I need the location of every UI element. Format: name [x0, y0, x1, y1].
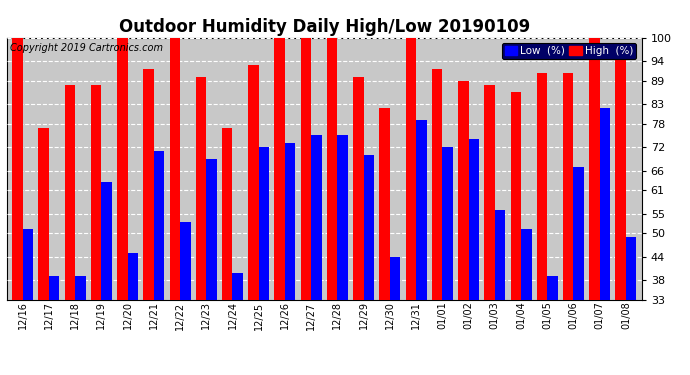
Bar: [117, 38, 128, 300]
Bar: [128, 253, 138, 300]
Bar: [327, 38, 337, 300]
Bar: [311, 135, 322, 300]
Bar: [337, 135, 348, 300]
Bar: [101, 183, 112, 300]
Bar: [380, 108, 390, 300]
Bar: [65, 84, 75, 300]
Bar: [170, 38, 180, 300]
Bar: [416, 120, 426, 300]
Bar: [364, 155, 374, 300]
Bar: [196, 76, 206, 300]
Bar: [222, 128, 233, 300]
Bar: [537, 73, 547, 300]
Bar: [432, 69, 442, 300]
Bar: [301, 38, 311, 300]
Title: Outdoor Humidity Daily High/Low 20190109: Outdoor Humidity Daily High/Low 20190109: [119, 18, 530, 36]
Bar: [285, 143, 295, 300]
Bar: [442, 147, 453, 300]
Bar: [275, 38, 285, 300]
Bar: [563, 73, 573, 300]
Bar: [49, 276, 59, 300]
Bar: [521, 230, 531, 300]
Bar: [573, 167, 584, 300]
Bar: [615, 53, 626, 300]
Bar: [91, 84, 101, 300]
Bar: [248, 65, 259, 300]
Bar: [469, 140, 479, 300]
Bar: [547, 276, 558, 300]
Bar: [23, 230, 33, 300]
Bar: [206, 159, 217, 300]
Bar: [589, 38, 600, 300]
Bar: [458, 81, 469, 300]
Bar: [495, 210, 505, 300]
Bar: [233, 273, 243, 300]
Bar: [353, 76, 364, 300]
Bar: [180, 222, 190, 300]
Bar: [75, 276, 86, 300]
Legend: Low  (%), High  (%): Low (%), High (%): [502, 43, 636, 59]
Bar: [259, 147, 269, 300]
Bar: [39, 128, 49, 300]
Bar: [406, 38, 416, 300]
Bar: [390, 257, 400, 300]
Bar: [600, 108, 610, 300]
Bar: [626, 237, 636, 300]
Bar: [144, 69, 154, 300]
Bar: [511, 92, 521, 300]
Bar: [12, 38, 23, 300]
Text: Copyright 2019 Cartronics.com: Copyright 2019 Cartronics.com: [10, 43, 163, 53]
Bar: [154, 151, 164, 300]
Bar: [484, 84, 495, 300]
